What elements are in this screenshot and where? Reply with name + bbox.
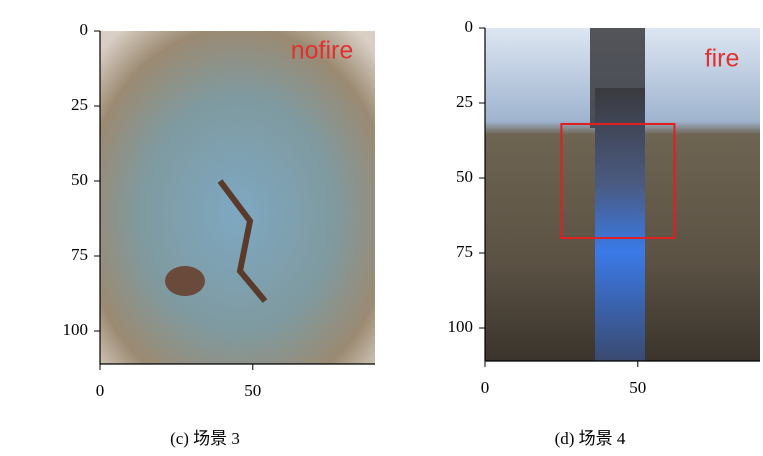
x-tick-label: 0: [481, 378, 490, 397]
x-tick-label: 50: [629, 378, 646, 397]
y-tick-label: 0: [465, 17, 474, 36]
y-tick-label: 0: [80, 20, 89, 39]
image-label: fire: [705, 45, 740, 73]
y-tick-label: 50: [71, 170, 88, 189]
x-tick-label: 0: [96, 381, 105, 400]
figure: nofire 0 25 50 75 100 0 50 (c) 场景 3 fire 0 25 50 75 10…: [0, 0, 763, 456]
y-tick-label: 100: [448, 317, 474, 336]
y-tick-label: 50: [456, 167, 473, 186]
y-tick-label: 100: [63, 320, 89, 339]
y-tick-label: 75: [456, 242, 473, 261]
y-tick-label: 25: [456, 92, 473, 111]
y-tick-label: 75: [71, 245, 88, 264]
caption: (d) 场景 4: [555, 429, 626, 448]
caption: (c) 场景 3: [170, 429, 240, 448]
x-tick-label: 50: [244, 381, 261, 400]
y-tick-label: 25: [71, 95, 88, 114]
image-label: nofire: [291, 37, 354, 65]
tower: [595, 88, 645, 361]
photo: [100, 31, 375, 364]
patch: [165, 266, 205, 296]
